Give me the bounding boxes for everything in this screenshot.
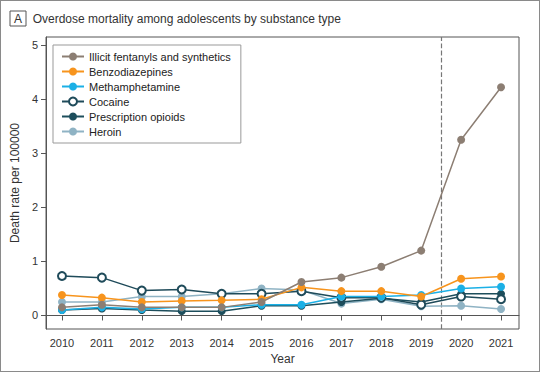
svg-text:2: 2 <box>32 201 38 213</box>
svg-text:Death rate per 100000: Death rate per 100000 <box>8 123 22 243</box>
svg-text:2017: 2017 <box>329 337 353 349</box>
svg-text:2011: 2011 <box>90 337 114 349</box>
svg-text:A: A <box>14 12 22 26</box>
svg-text:Methamphetamine: Methamphetamine <box>89 81 180 93</box>
svg-text:2014: 2014 <box>209 337 233 349</box>
svg-text:Overdose mortality among adole: Overdose mortality among adolescents by … <box>26 12 341 26</box>
svg-text:2010: 2010 <box>50 337 74 349</box>
svg-text:Cocaine: Cocaine <box>89 96 129 108</box>
svg-text:2020: 2020 <box>449 337 473 349</box>
svg-text:4: 4 <box>32 93 38 105</box>
svg-text:5: 5 <box>32 39 38 51</box>
svg-text:Heroin: Heroin <box>89 126 121 138</box>
svg-text:2021: 2021 <box>489 337 513 349</box>
svg-text:2018: 2018 <box>369 337 393 349</box>
svg-text:3: 3 <box>32 147 38 159</box>
svg-text:2012: 2012 <box>130 337 154 349</box>
svg-text:2013: 2013 <box>169 337 193 349</box>
svg-text:1: 1 <box>32 255 38 267</box>
svg-text:Prescription opioids: Prescription opioids <box>89 111 185 123</box>
svg-text:2015: 2015 <box>249 337 273 349</box>
svg-text:2016: 2016 <box>289 337 313 349</box>
svg-text:Benzodiazepines: Benzodiazepines <box>89 66 173 78</box>
svg-text:2019: 2019 <box>409 337 433 349</box>
svg-text:Year: Year <box>270 352 294 366</box>
svg-text:0: 0 <box>32 309 38 321</box>
svg-text:Illicit fentanyls and syntheti: Illicit fentanyls and synthetics <box>89 51 231 63</box>
